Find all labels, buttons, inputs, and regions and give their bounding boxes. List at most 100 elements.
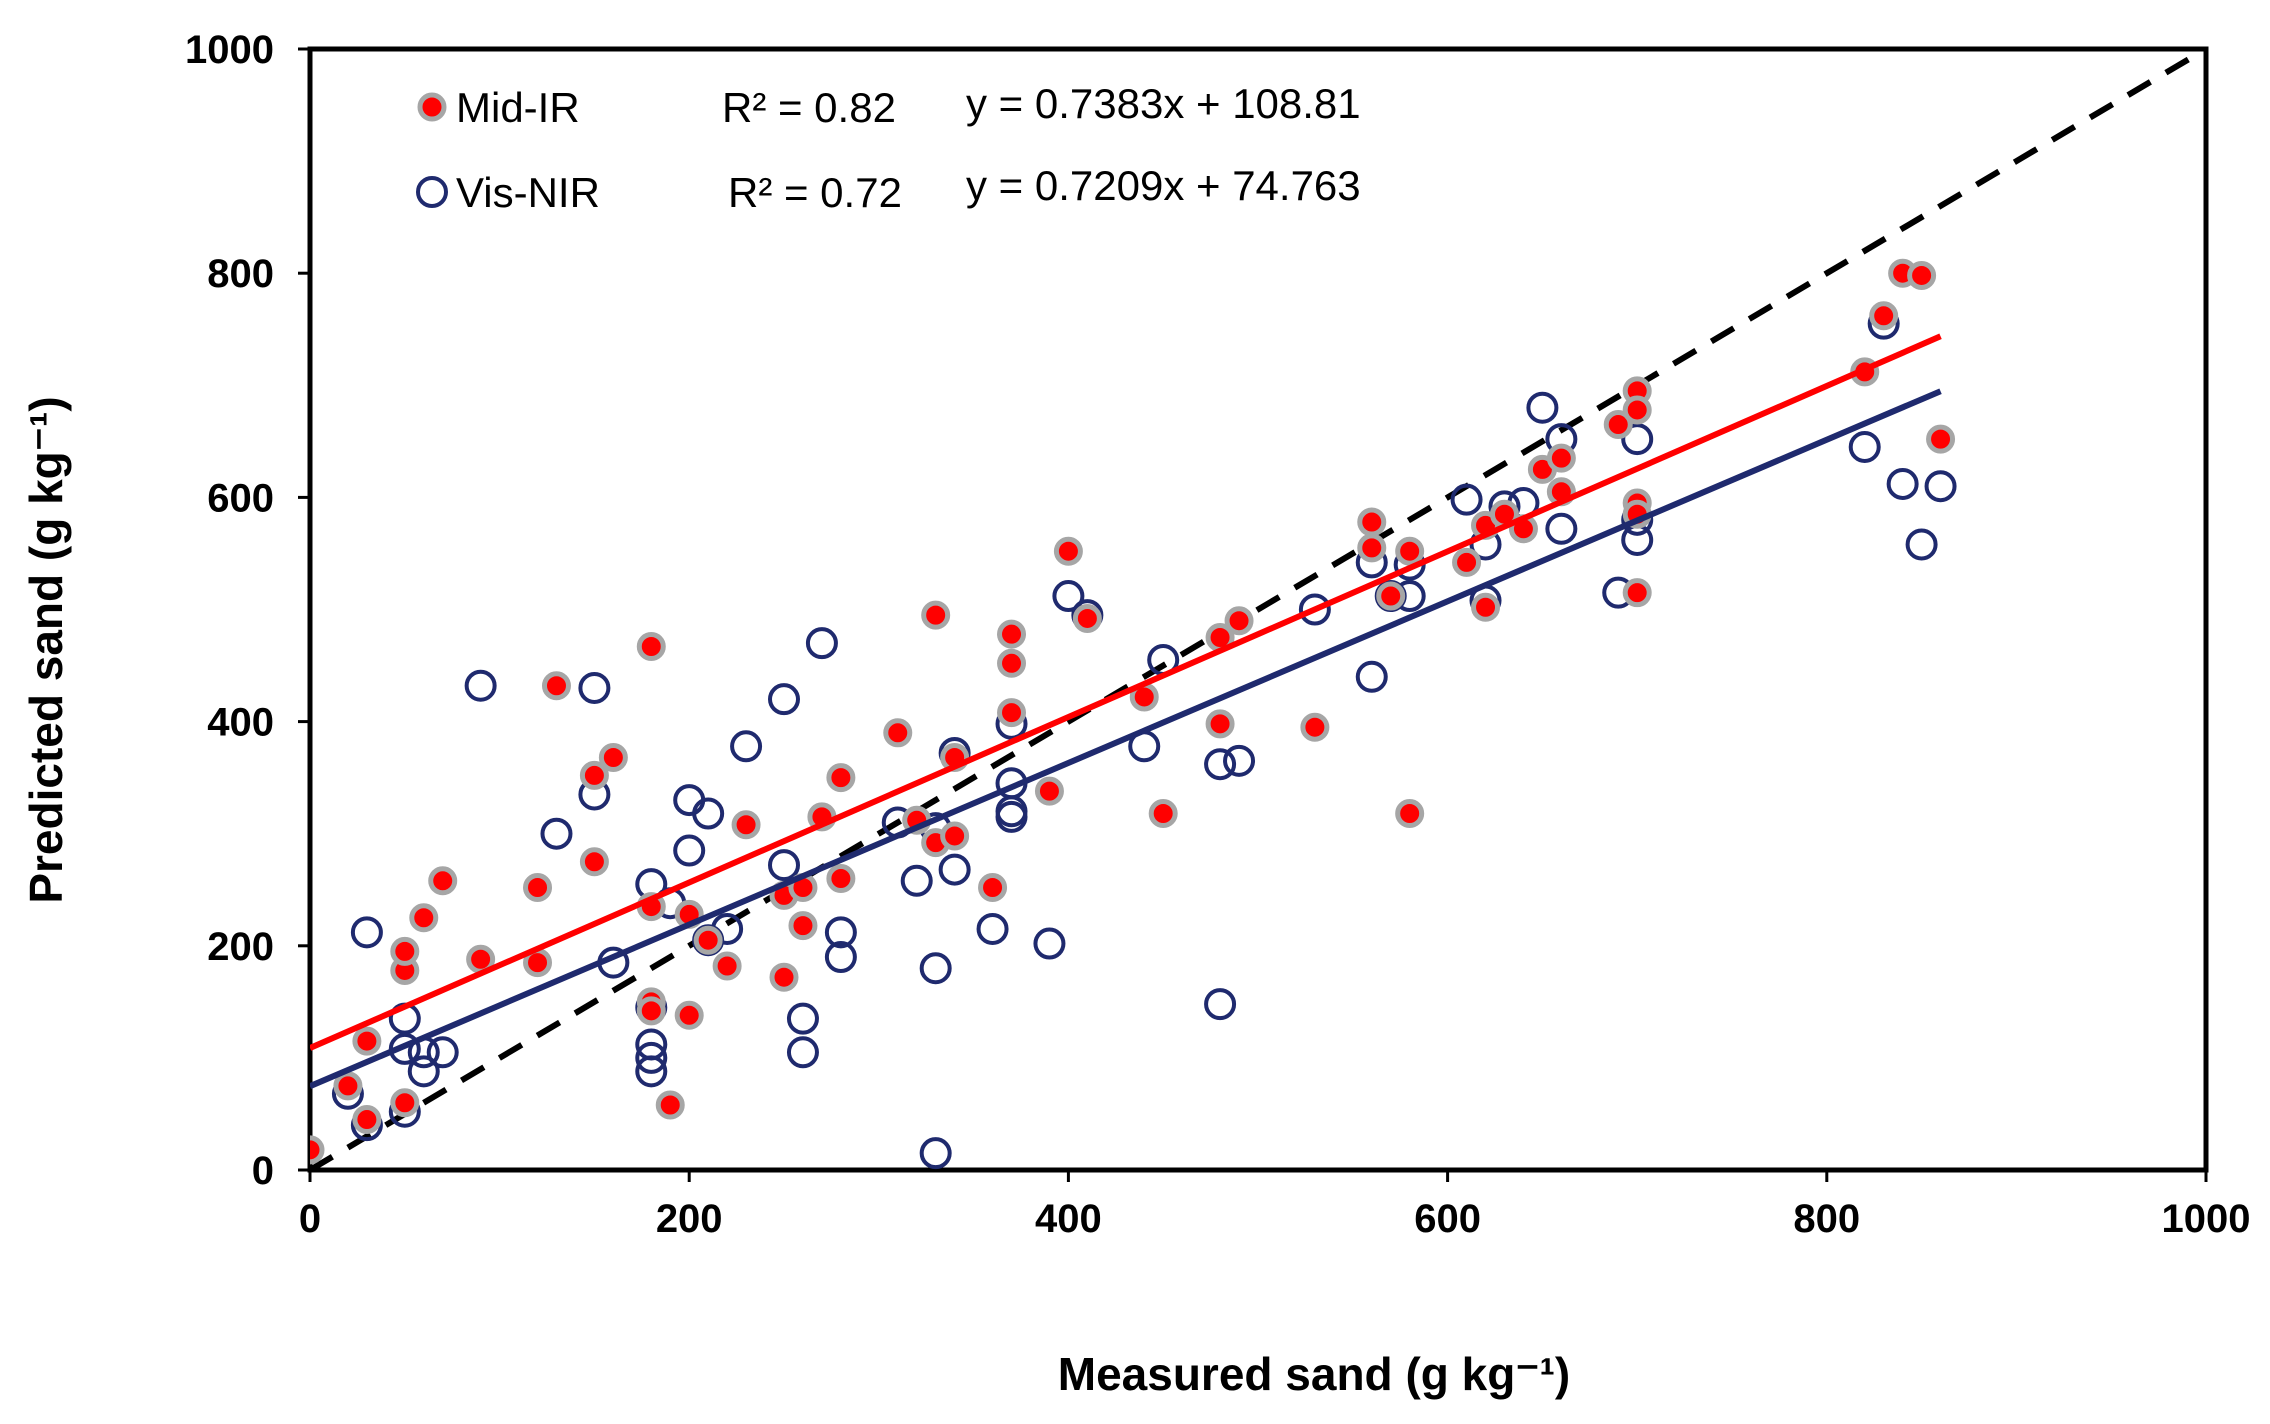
vis-nir-point: [976, 912, 1009, 945]
mid-ir-fit-line: [310, 333, 1942, 1051]
x-tick-label: 400: [1035, 1197, 1102, 1241]
mid-ir-point: [390, 1088, 420, 1118]
mid-ir-point: [826, 864, 856, 894]
vis-nir-point: [1298, 593, 1331, 626]
legend-equation-mid-ir: y = 0.7383x + 108.81: [966, 80, 1361, 127]
mid-ir-point: [1869, 301, 1899, 331]
vis-nir-point: [768, 849, 800, 882]
legend-label-vis-nir: Vis-NIR: [456, 169, 600, 216]
mid-ir-point: [940, 821, 970, 851]
mid-ir-point: [598, 742, 628, 772]
legend-marker-vis-nir: [416, 176, 448, 208]
vis-nir-point: [692, 797, 725, 830]
mid-ir-point: [1053, 536, 1083, 566]
y-tick-label: 600: [207, 476, 274, 520]
mid-ir-point: [1224, 606, 1254, 636]
vis-nir-point: [1905, 528, 1938, 561]
mid-ir-point: [523, 873, 553, 903]
mid-ir-point: [579, 847, 609, 877]
mid-ir-point: [428, 866, 458, 896]
y-axis-title: Predicted sand (g kg⁻¹): [20, 396, 72, 903]
vis-nir-point: [1052, 580, 1085, 613]
y-tick-label: 200: [207, 925, 274, 969]
vis-nir-point: [824, 941, 857, 974]
legend-equation-vis-nir: y = 0.7209x + 74.763: [966, 162, 1361, 209]
mid-ir-point: [731, 810, 761, 840]
vis-nir-point: [464, 669, 497, 702]
mid-ir-point: [1907, 260, 1937, 290]
mid-ir-point: [1357, 533, 1387, 563]
vis-nir-point: [805, 627, 838, 660]
y-tick-label: 800: [207, 252, 274, 296]
mid-ir-point: [1148, 799, 1178, 829]
vis-nir-point: [1355, 660, 1388, 693]
x-tick-label: 0: [299, 1197, 321, 1241]
vis-nir-point: [1848, 430, 1881, 463]
mid-ir-point: [674, 1000, 704, 1030]
mid-ir-point: [352, 1026, 382, 1056]
mid-ir-point: [1395, 799, 1425, 829]
vis-nir-point: [730, 730, 763, 763]
mid-ir-point: [1395, 536, 1425, 566]
x-axis-ticks: 0 200 400 600 800 1000: [299, 1170, 2251, 1241]
mid-ir-point: [921, 600, 951, 630]
mid-ir-point: [1603, 410, 1633, 440]
vis-nir-point: [1545, 512, 1578, 545]
y-axis-ticks: 0 200 400 600 800 1000: [185, 28, 310, 1193]
legend-marker-mid-ir: [417, 92, 447, 122]
vis-nir-point: [1204, 748, 1237, 781]
x-tick-label: 200: [656, 1197, 723, 1241]
mid-ir-point: [1300, 712, 1330, 742]
x-tick-label: 600: [1414, 1197, 1481, 1241]
y-tick-label: 400: [207, 701, 274, 745]
vis-nir-point: [786, 1002, 819, 1035]
y-tick-label: 0: [252, 1149, 274, 1193]
one-to-one-reference-line: [310, 49, 2206, 1170]
mid-ir-point: [352, 1105, 382, 1135]
legend-r2-vis-nir: R² = 0.72: [728, 169, 902, 216]
vis-nir-point: [995, 800, 1028, 833]
vis-nir-point: [350, 916, 383, 949]
vis-nir-point: [540, 817, 573, 850]
mid-ir-point: [1622, 578, 1652, 608]
mid-ir-point: [1205, 709, 1235, 739]
mid-ir-point: [826, 763, 856, 793]
vis-nir-point: [919, 1137, 952, 1170]
mid-ir-point: [978, 873, 1008, 903]
vis-nir-point: [1033, 927, 1066, 960]
vis-nir-point: [1924, 470, 1957, 503]
mid-ir-point: [788, 911, 818, 941]
vis-nir-point: [768, 683, 800, 716]
reference-line-layer: [310, 49, 2206, 1170]
mid-ir-point: [1072, 603, 1102, 633]
legend: Mid-IR R² = 0.82 y = 0.7383x + 108.81 Vi…: [416, 80, 1361, 216]
vis-nir-point: [919, 952, 952, 985]
vis-nir-point: [1621, 423, 1654, 456]
vis-nir-point: [824, 916, 857, 949]
mid-ir-point: [883, 718, 913, 748]
vis-nir-point: [938, 853, 971, 886]
mid-ir-point: [636, 996, 666, 1026]
x-tick-label: 800: [1793, 1197, 1860, 1241]
vis-nir-point: [786, 1036, 819, 1069]
vis-nir-point: [1886, 467, 1919, 500]
y-tick-label: 1000: [185, 28, 274, 72]
mid-ir-point: [333, 1071, 363, 1101]
mid-ir-point: [636, 631, 666, 661]
vis-nir-point: [1526, 391, 1559, 424]
mid-ir-point: [541, 671, 571, 701]
mid-ir-point: [1357, 507, 1387, 537]
mid-ir-point: [390, 936, 420, 966]
mid-ir-point: [310, 1135, 325, 1165]
vis-nir-point: [1223, 744, 1256, 777]
mid-ir-point: [769, 962, 799, 992]
vis-nir-point: [426, 1036, 459, 1069]
x-axis-title: Measured sand (g kg⁻¹): [1058, 1348, 1570, 1400]
vis-nir-point: [1204, 988, 1237, 1021]
x-tick-label: 1000: [2162, 1197, 2251, 1241]
mid-ir-point: [1471, 592, 1501, 622]
mid-ir-point: [1452, 547, 1482, 577]
fit-lines-layer: [310, 333, 1942, 1089]
mid-ir-point: [997, 619, 1027, 649]
